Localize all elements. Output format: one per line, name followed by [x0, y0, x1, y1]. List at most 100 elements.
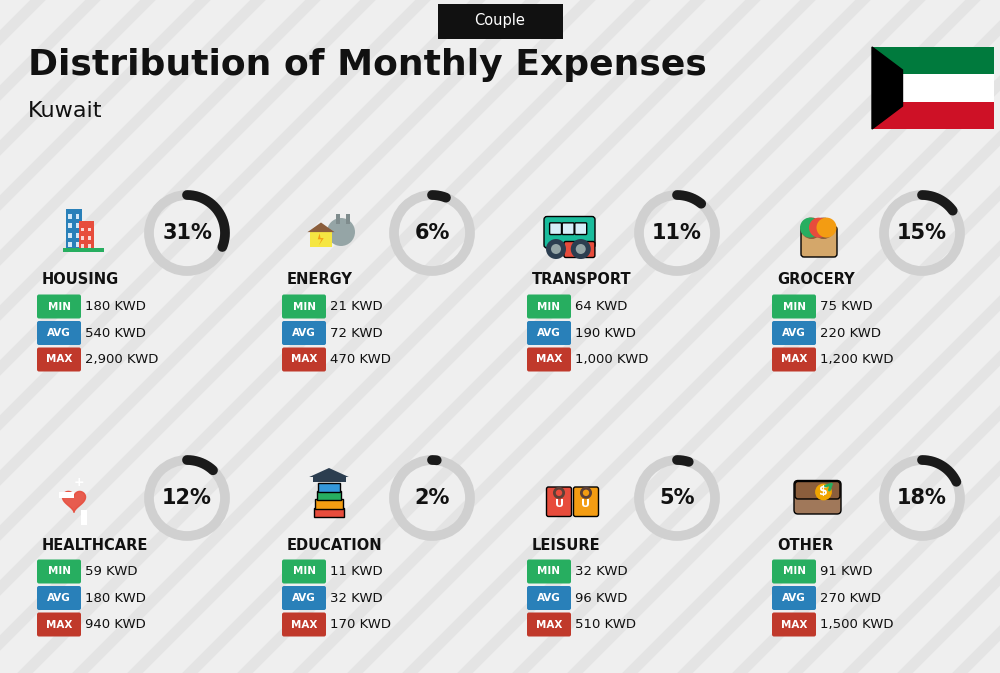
- FancyBboxPatch shape: [772, 612, 816, 637]
- FancyBboxPatch shape: [314, 508, 344, 517]
- Text: MIN: MIN: [48, 567, 70, 577]
- FancyBboxPatch shape: [772, 295, 816, 318]
- Text: LEISURE: LEISURE: [532, 538, 601, 553]
- Text: 91 KWD: 91 KWD: [820, 565, 872, 578]
- Bar: [872, 47, 994, 129]
- Bar: [81, 236, 84, 240]
- Text: 270 KWD: 270 KWD: [820, 592, 881, 604]
- Text: HEALTHCARE: HEALTHCARE: [42, 538, 148, 553]
- FancyBboxPatch shape: [772, 559, 816, 583]
- FancyBboxPatch shape: [546, 487, 572, 516]
- Text: MAX: MAX: [291, 355, 317, 365]
- Polygon shape: [308, 223, 334, 232]
- Text: TRANSPORT: TRANSPORT: [532, 273, 632, 287]
- FancyBboxPatch shape: [575, 223, 587, 234]
- Text: MIN: MIN: [292, 302, 316, 312]
- Text: 21 KWD: 21 KWD: [330, 300, 383, 313]
- Text: MAX: MAX: [46, 620, 72, 629]
- Bar: [346, 213, 350, 224]
- Circle shape: [576, 244, 586, 254]
- Bar: [872, 47, 994, 74]
- Polygon shape: [318, 234, 324, 245]
- Text: MAX: MAX: [46, 355, 72, 365]
- Text: MAX: MAX: [781, 620, 807, 629]
- Text: 32 KWD: 32 KWD: [575, 565, 628, 578]
- Circle shape: [551, 244, 561, 254]
- Text: 6%: 6%: [414, 223, 450, 243]
- Text: MAX: MAX: [536, 355, 562, 365]
- Text: 940 KWD: 940 KWD: [85, 618, 146, 631]
- Text: U: U: [554, 499, 564, 509]
- Bar: [76, 214, 79, 219]
- Text: AVG: AVG: [47, 593, 71, 603]
- Text: 1,500 KWD: 1,500 KWD: [820, 618, 893, 631]
- Bar: [81, 244, 84, 248]
- FancyBboxPatch shape: [527, 559, 571, 583]
- Text: AVG: AVG: [292, 328, 316, 338]
- FancyBboxPatch shape: [550, 223, 562, 234]
- FancyBboxPatch shape: [37, 559, 81, 583]
- Text: MIN: MIN: [782, 567, 806, 577]
- FancyBboxPatch shape: [37, 295, 81, 318]
- FancyBboxPatch shape: [282, 321, 326, 345]
- Bar: [68, 242, 72, 247]
- FancyBboxPatch shape: [795, 481, 840, 499]
- Circle shape: [816, 217, 836, 238]
- Text: Couple: Couple: [475, 13, 525, 28]
- Polygon shape: [872, 47, 902, 129]
- FancyBboxPatch shape: [527, 295, 571, 318]
- FancyBboxPatch shape: [772, 347, 816, 371]
- Text: 59 KWD: 59 KWD: [85, 565, 138, 578]
- Text: MIN: MIN: [538, 302, 560, 312]
- Bar: [872, 102, 994, 129]
- FancyBboxPatch shape: [544, 217, 595, 248]
- FancyBboxPatch shape: [37, 321, 81, 345]
- Text: MAX: MAX: [536, 620, 562, 629]
- Circle shape: [546, 239, 566, 259]
- FancyBboxPatch shape: [282, 559, 326, 583]
- Text: MAX: MAX: [291, 620, 317, 629]
- Text: AVG: AVG: [292, 593, 316, 603]
- Text: GROCERY: GROCERY: [777, 273, 855, 287]
- Text: 510 KWD: 510 KWD: [575, 618, 636, 631]
- FancyBboxPatch shape: [37, 612, 81, 637]
- Bar: [66, 209, 82, 251]
- Bar: [79, 221, 94, 251]
- Text: AVG: AVG: [782, 328, 806, 338]
- Circle shape: [809, 217, 829, 238]
- Bar: [872, 74, 994, 102]
- FancyBboxPatch shape: [574, 487, 598, 516]
- Bar: [88, 244, 91, 248]
- FancyBboxPatch shape: [282, 347, 326, 371]
- Circle shape: [800, 217, 820, 238]
- Text: ENERGY: ENERGY: [287, 273, 353, 287]
- Text: 2%: 2%: [414, 488, 450, 508]
- Bar: [310, 232, 332, 246]
- Text: 1,200 KWD: 1,200 KWD: [820, 353, 893, 366]
- Bar: [81, 510, 87, 525]
- Polygon shape: [309, 468, 349, 477]
- Text: 18%: 18%: [897, 488, 947, 508]
- Text: 2,900 KWD: 2,900 KWD: [85, 353, 158, 366]
- Text: 1,000 KWD: 1,000 KWD: [575, 353, 648, 366]
- Text: EDUCATION: EDUCATION: [287, 538, 383, 553]
- FancyBboxPatch shape: [527, 586, 571, 610]
- Text: AVG: AVG: [47, 328, 71, 338]
- Bar: [804, 229, 834, 233]
- Text: 31%: 31%: [162, 223, 212, 243]
- Text: AVG: AVG: [537, 593, 561, 603]
- Bar: [59, 493, 74, 497]
- Text: $: $: [819, 485, 828, 499]
- Text: AVG: AVG: [537, 328, 561, 338]
- Circle shape: [327, 218, 355, 246]
- FancyBboxPatch shape: [317, 491, 341, 500]
- FancyBboxPatch shape: [801, 226, 837, 257]
- Text: OTHER: OTHER: [777, 538, 833, 553]
- Circle shape: [815, 484, 832, 501]
- Bar: [336, 213, 340, 224]
- Text: MIN: MIN: [292, 567, 316, 577]
- FancyBboxPatch shape: [564, 242, 595, 258]
- FancyBboxPatch shape: [315, 499, 343, 509]
- Text: MIN: MIN: [782, 302, 806, 312]
- FancyBboxPatch shape: [282, 295, 326, 318]
